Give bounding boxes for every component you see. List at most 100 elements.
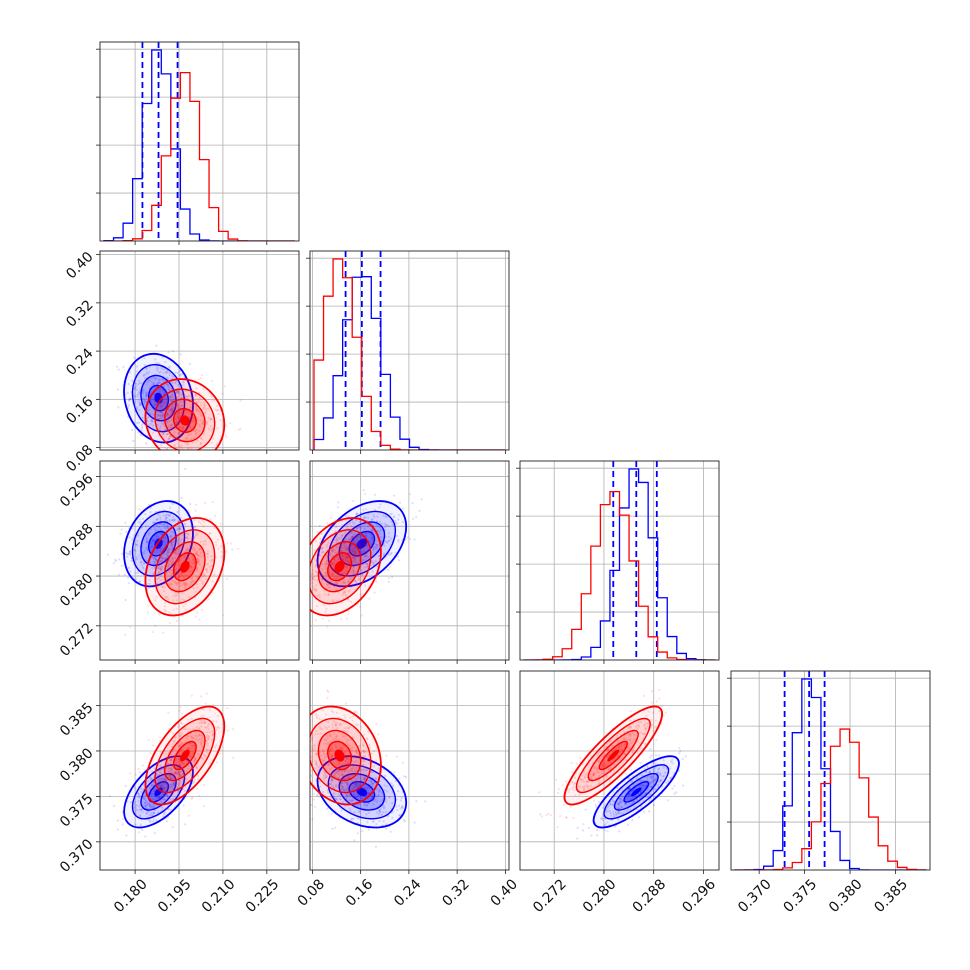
sample-point — [330, 766, 333, 769]
sample-point — [162, 432, 165, 436]
sample-point — [401, 804, 404, 808]
sample-point — [142, 567, 145, 570]
sample-point — [169, 426, 172, 429]
sample-point — [155, 524, 159, 528]
sample-point — [181, 426, 184, 430]
sample-point — [172, 608, 175, 611]
sample-point — [353, 570, 356, 573]
sample-point — [316, 578, 319, 582]
sample-point — [174, 382, 177, 385]
sample-point — [190, 451, 192, 453]
sample-point — [169, 808, 172, 811]
sample-point — [163, 778, 166, 782]
sample-point — [215, 720, 218, 723]
sample-point — [199, 442, 202, 445]
sample-point — [166, 793, 169, 797]
sample-point — [141, 392, 145, 395]
sample-point — [200, 437, 203, 441]
sample-point — [633, 783, 636, 786]
sample-point — [159, 528, 162, 531]
sample-point — [166, 432, 169, 436]
sample-point — [140, 804, 143, 807]
sample-point — [670, 776, 673, 779]
sample-point — [343, 727, 346, 730]
sample-point — [329, 749, 332, 752]
sample-point — [342, 554, 346, 558]
sample-point — [390, 520, 393, 523]
sample-point — [132, 439, 135, 443]
sample-point — [169, 762, 172, 765]
sample-point — [344, 545, 347, 548]
sample-point — [157, 410, 160, 413]
sample-point — [315, 605, 318, 608]
sample-point — [365, 565, 368, 568]
sample-point — [318, 596, 321, 599]
sample-point — [329, 734, 332, 738]
sample-point — [355, 723, 358, 726]
sample-point — [351, 525, 354, 528]
sample-point — [355, 539, 358, 542]
sample-point — [153, 539, 156, 542]
sample-point — [378, 819, 381, 823]
sample-point — [153, 811, 156, 815]
sample-point — [144, 805, 147, 808]
sample-point — [206, 734, 209, 737]
sample-point — [384, 535, 387, 538]
sample-point — [315, 564, 318, 567]
sample-point — [157, 795, 161, 799]
sample-point — [175, 404, 178, 408]
sample-point — [199, 719, 202, 722]
sample-point — [302, 599, 304, 601]
sample-point — [365, 813, 368, 816]
sample-point — [148, 531, 151, 535]
sample-point — [143, 801, 147, 805]
sample-point — [379, 529, 382, 532]
sample-point — [386, 541, 389, 544]
sample-point — [640, 774, 644, 777]
sample-point — [190, 566, 193, 569]
sample-point — [205, 748, 208, 752]
sample-point — [323, 752, 326, 755]
sample-point — [160, 584, 163, 587]
sample-point — [370, 780, 373, 783]
sample-point — [362, 755, 365, 758]
sample-point — [176, 581, 179, 585]
sample-point — [612, 758, 615, 761]
sample-point — [347, 761, 350, 765]
sample-point — [178, 779, 181, 782]
sample-point — [140, 382, 143, 385]
sample-point — [404, 775, 407, 779]
sample-point — [139, 808, 143, 812]
sample-point — [162, 413, 165, 417]
sample-point — [619, 748, 622, 751]
panel-2-2 — [516, 460, 720, 664]
sample-point — [629, 808, 632, 811]
sample-point — [197, 554, 201, 557]
sample-point — [126, 391, 129, 394]
sample-point — [304, 787, 306, 789]
sample-point — [147, 780, 150, 783]
sample-point — [186, 547, 189, 550]
sample-point — [194, 731, 197, 734]
sample-point — [337, 781, 341, 784]
sample-point — [166, 525, 169, 528]
sample-point — [210, 429, 213, 432]
sample-point — [337, 769, 340, 772]
sample-point — [354, 750, 357, 753]
sample-point — [167, 548, 170, 551]
sample-point — [358, 605, 361, 608]
sample-point — [195, 407, 198, 410]
sample-point — [134, 543, 137, 546]
sample-point — [326, 583, 329, 586]
sample-point — [131, 428, 134, 431]
sample-point — [147, 370, 150, 374]
sample-point — [179, 744, 182, 748]
sample-point — [183, 526, 186, 529]
sample-point — [207, 728, 210, 731]
sample-point — [193, 537, 196, 540]
sample-point — [634, 795, 637, 798]
sample-point — [181, 428, 185, 431]
sample-point — [183, 581, 186, 585]
sample-point — [149, 805, 152, 808]
sample-point — [314, 587, 317, 590]
